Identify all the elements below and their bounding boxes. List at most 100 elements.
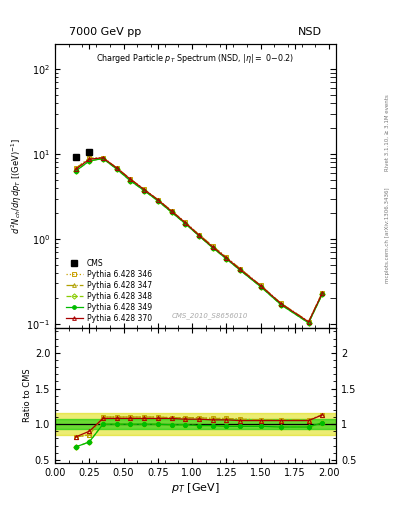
Pythia 6.428 348 <box>183 221 187 227</box>
Pythia 6.428 349 <box>196 233 201 239</box>
Pythia 6.428 346 <box>87 155 92 161</box>
Pythia 6.428 348 <box>258 284 263 290</box>
Pythia 6.428 346 <box>156 197 160 203</box>
Pythia 6.428 348 <box>196 233 201 239</box>
Pythia 6.428 347 <box>279 301 283 307</box>
Pythia 6.428 370 <box>238 266 242 272</box>
Text: mcplots.cern.ch [arXiv:1306.3436]: mcplots.cern.ch [arXiv:1306.3436] <box>385 188 389 283</box>
Pythia 6.428 346 <box>73 165 78 172</box>
Pythia 6.428 347 <box>238 265 242 271</box>
Pythia 6.428 348 <box>114 166 119 172</box>
Pythia 6.428 370 <box>156 197 160 203</box>
Bar <box>55 419 336 429</box>
Line: Pythia 6.428 349: Pythia 6.428 349 <box>73 157 324 325</box>
CMS <box>87 149 92 155</box>
Pythia 6.428 349 <box>128 178 133 184</box>
Pythia 6.428 346 <box>224 254 229 261</box>
Line: Pythia 6.428 347: Pythia 6.428 347 <box>73 156 324 324</box>
Y-axis label: $d^2N_{ch}/d\eta\,dp_T$ [(GeV)$^{-1}$]: $d^2N_{ch}/d\eta\,dp_T$ [(GeV)$^{-1}$] <box>9 138 24 234</box>
Pythia 6.428 370 <box>169 208 174 214</box>
Pythia 6.428 346 <box>101 155 105 161</box>
Pythia 6.428 349 <box>156 198 160 204</box>
Pythia 6.428 348 <box>210 245 215 251</box>
Pythia 6.428 346 <box>258 282 263 288</box>
Pythia 6.428 370 <box>128 176 133 182</box>
Pythia 6.428 349 <box>210 245 215 251</box>
Pythia 6.428 347 <box>128 176 133 182</box>
Pythia 6.428 347 <box>101 155 105 161</box>
Pythia 6.428 349 <box>114 166 119 172</box>
Pythia 6.428 370 <box>320 290 325 296</box>
Pythia 6.428 370 <box>114 165 119 171</box>
Pythia 6.428 349 <box>306 320 311 326</box>
Text: Charged Particle $p_T$ Spectrum (NSD, $|\eta|=$ 0$-$0.2): Charged Particle $p_T$ Spectrum (NSD, $|… <box>96 52 295 65</box>
Pythia 6.428 347 <box>183 219 187 225</box>
Legend: CMS, Pythia 6.428 346, Pythia 6.428 347, Pythia 6.428 348, Pythia 6.428 349, Pyt: CMS, Pythia 6.428 346, Pythia 6.428 347,… <box>64 258 153 324</box>
Line: Pythia 6.428 348: Pythia 6.428 348 <box>73 157 324 325</box>
Pythia 6.428 370 <box>87 156 92 162</box>
Line: Pythia 6.428 370: Pythia 6.428 370 <box>73 156 324 324</box>
Pythia 6.428 348 <box>101 156 105 162</box>
Pythia 6.428 347 <box>169 208 174 214</box>
Pythia 6.428 370 <box>224 255 229 261</box>
Pythia 6.428 349 <box>183 221 187 227</box>
Pythia 6.428 370 <box>196 232 201 238</box>
Pythia 6.428 370 <box>73 166 78 173</box>
Pythia 6.428 349 <box>258 284 263 290</box>
CMS <box>73 154 78 160</box>
Pythia 6.428 347 <box>320 289 325 295</box>
Pythia 6.428 370 <box>258 283 263 289</box>
Pythia 6.428 349 <box>320 291 325 297</box>
Pythia 6.428 370 <box>279 301 283 307</box>
Pythia 6.428 346 <box>183 219 187 225</box>
Pythia 6.428 346 <box>320 289 325 295</box>
Pythia 6.428 349 <box>101 156 105 162</box>
Pythia 6.428 348 <box>279 302 283 308</box>
Text: NSD: NSD <box>298 27 322 37</box>
Pythia 6.428 347 <box>210 243 215 249</box>
Pythia 6.428 348 <box>306 320 311 326</box>
Pythia 6.428 370 <box>142 186 147 193</box>
Pythia 6.428 349 <box>279 302 283 308</box>
Pythia 6.428 348 <box>87 158 92 164</box>
Pythia 6.428 348 <box>320 291 325 297</box>
X-axis label: $p_T$ [GeV]: $p_T$ [GeV] <box>171 481 220 495</box>
Line: CMS: CMS <box>72 149 92 160</box>
Pythia 6.428 348 <box>238 267 242 273</box>
Pythia 6.428 347 <box>258 282 263 288</box>
Pythia 6.428 348 <box>142 187 147 194</box>
Pythia 6.428 349 <box>224 256 229 262</box>
Pythia 6.428 346 <box>169 208 174 214</box>
Text: Rivet 3.1.10, ≥ 3.1M events: Rivet 3.1.10, ≥ 3.1M events <box>385 95 389 172</box>
Pythia 6.428 346 <box>210 243 215 249</box>
Pythia 6.428 346 <box>196 231 201 238</box>
Pythia 6.428 347 <box>156 197 160 203</box>
Pythia 6.428 347 <box>87 155 92 161</box>
Pythia 6.428 347 <box>114 165 119 171</box>
Pythia 6.428 348 <box>128 178 133 184</box>
Pythia 6.428 370 <box>101 155 105 161</box>
Pythia 6.428 346 <box>279 301 283 307</box>
Text: 7000 GeV pp: 7000 GeV pp <box>69 27 141 37</box>
Pythia 6.428 348 <box>169 209 174 215</box>
Pythia 6.428 349 <box>87 158 92 164</box>
Bar <box>55 414 336 435</box>
Pythia 6.428 347 <box>73 165 78 172</box>
Y-axis label: Ratio to CMS: Ratio to CMS <box>23 369 32 422</box>
Pythia 6.428 347 <box>306 318 311 325</box>
Pythia 6.428 346 <box>114 165 119 171</box>
Pythia 6.428 370 <box>183 220 187 226</box>
Pythia 6.428 347 <box>224 254 229 261</box>
Pythia 6.428 370 <box>210 244 215 250</box>
Pythia 6.428 348 <box>224 256 229 262</box>
Pythia 6.428 346 <box>128 176 133 182</box>
Pythia 6.428 349 <box>73 168 78 174</box>
Pythia 6.428 348 <box>156 198 160 204</box>
Pythia 6.428 348 <box>73 168 78 174</box>
Pythia 6.428 347 <box>196 231 201 238</box>
Pythia 6.428 346 <box>306 318 311 325</box>
Pythia 6.428 349 <box>169 209 174 215</box>
Pythia 6.428 370 <box>306 319 311 325</box>
Line: Pythia 6.428 346: Pythia 6.428 346 <box>73 156 324 324</box>
Pythia 6.428 346 <box>238 265 242 271</box>
